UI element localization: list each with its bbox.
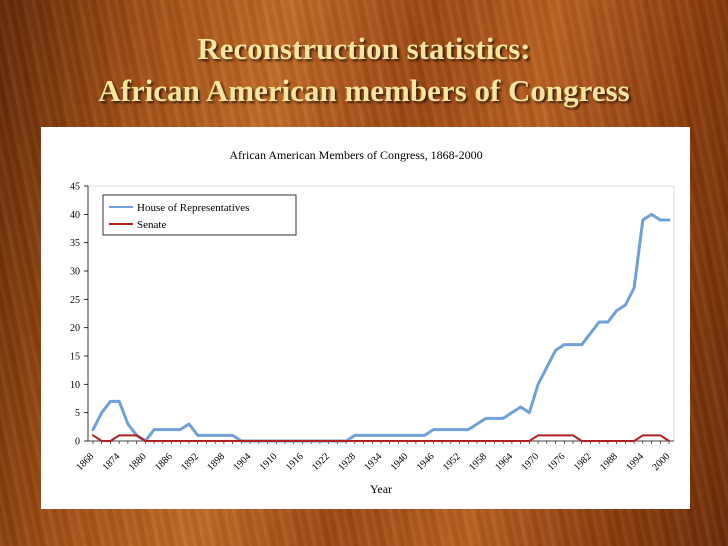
x-tick-label: 1874 (101, 451, 123, 473)
x-tick-label: 1928 (336, 451, 358, 473)
legend-label-senate: Senate (137, 219, 166, 231)
x-tick-label: 1994 (624, 451, 646, 473)
x-tick-label: 1988 (598, 451, 620, 473)
x-tick-label: 1910 (258, 451, 280, 473)
x-tick-label: 1934 (362, 451, 384, 473)
series-line-senate (92, 434, 670, 442)
x-tick-label: 1904 (231, 451, 253, 473)
x-tick-label: 1868 (74, 451, 96, 473)
line-chart: African American Members of Congress, 18… (70, 148, 675, 496)
series-line-house (91, 212, 671, 443)
slide-title-line-2: African American members of Congress (98, 73, 630, 108)
y-tick-label: 45 (70, 182, 80, 193)
y-tick-label: 5 (75, 408, 80, 419)
x-tick-label: 1982 (572, 451, 594, 473)
slide-title-line-1: Reconstruction statistics: (197, 31, 531, 66)
slide-title: Reconstruction statistics: African Ameri… (0, 28, 728, 112)
y-tick-label: 25 (70, 295, 80, 306)
chart-title: African American Members of Congress, 18… (229, 148, 482, 162)
x-tick-label: 1976 (546, 451, 568, 473)
x-tick-label: 1958 (467, 451, 489, 473)
legend: House of Representatives Senate (102, 194, 297, 236)
y-tick-label: 40 (70, 210, 80, 221)
y-tick-label: 20 (70, 323, 80, 334)
x-tick-label: 1964 (493, 451, 515, 473)
x-tick-label: 1922 (310, 451, 332, 473)
chart-panel: African American Members of Congress, 18… (41, 127, 690, 509)
x-tick-label: 1916 (284, 451, 306, 473)
legend-label-house: House of Representatives (137, 202, 249, 214)
y-tick-label: 15 (70, 352, 80, 363)
x-tick-label: 1892 (179, 451, 201, 473)
x-tick-label: 2000 (650, 451, 672, 473)
y-tick-label: 35 (70, 238, 80, 249)
y-tick-label: 30 (70, 267, 80, 278)
x-tick-label: 1880 (127, 451, 149, 473)
x-tick-label: 1970 (519, 451, 541, 473)
x-tick-label: 1952 (441, 451, 463, 473)
x-axis-title: Year (370, 482, 392, 496)
x-tick-label: 1898 (205, 451, 227, 473)
x-tick-label: 1886 (153, 451, 175, 473)
legend-box (102, 194, 297, 236)
x-tick-label: 1946 (415, 451, 437, 473)
y-tick-label: 0 (75, 437, 80, 448)
y-tick-label: 10 (70, 380, 80, 391)
x-tick-label: 1940 (389, 451, 411, 473)
